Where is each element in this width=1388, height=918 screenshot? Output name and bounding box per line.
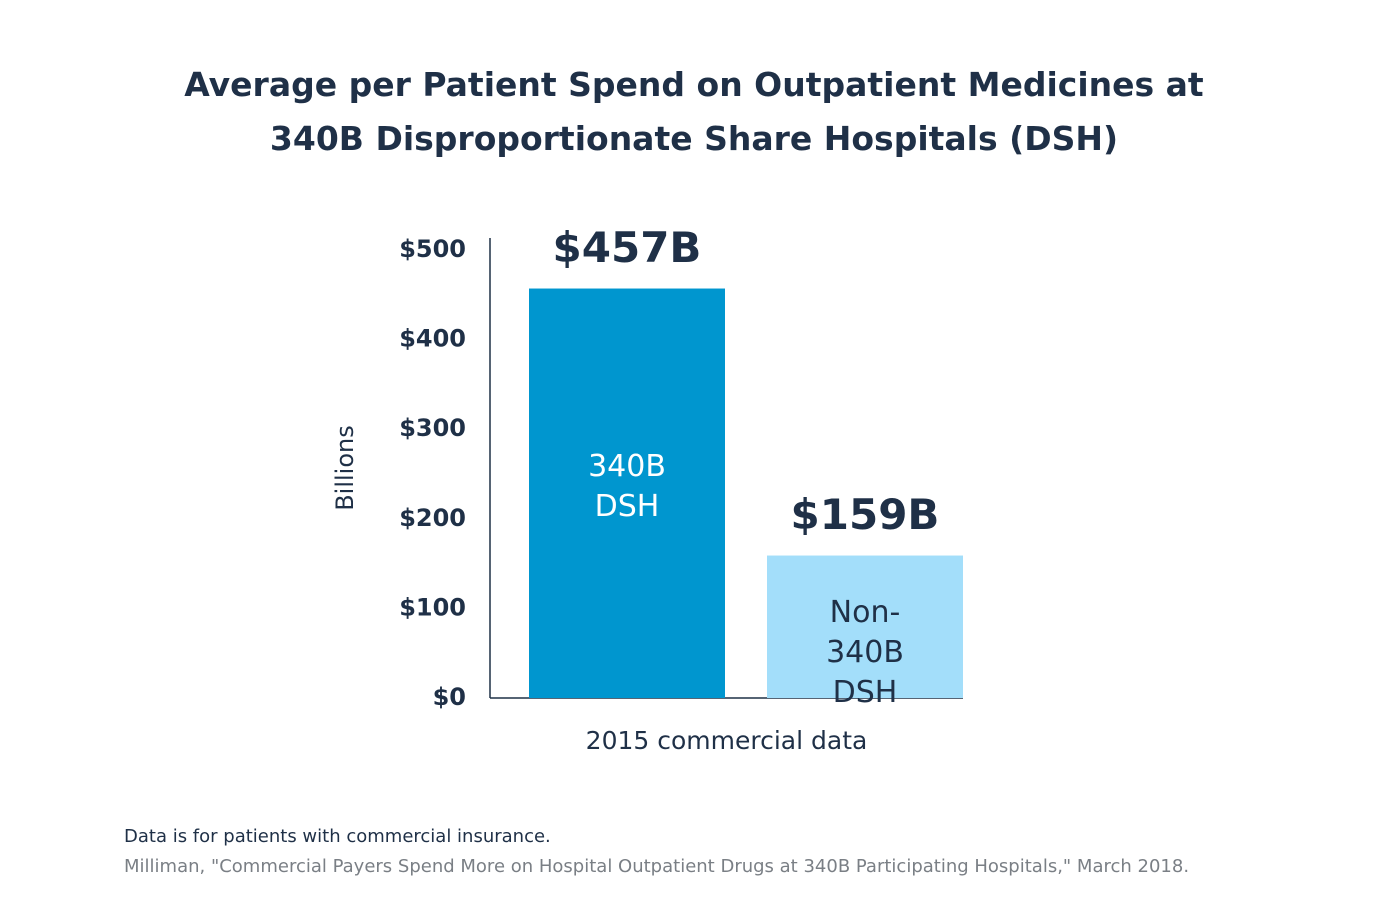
chart-title: Average per Patient Spend on Outpatient … (184, 65, 1204, 158)
category-label: 340B DSH (588, 449, 666, 525)
bar (529, 288, 725, 698)
x-axis-label: 2015 commercial data (585, 726, 868, 755)
note: Data is for patients with commercial ins… (124, 826, 551, 847)
y-tick-label: $400 (399, 325, 466, 353)
value-label: $457B (553, 223, 702, 272)
bar (767, 555, 963, 698)
y-tick-label: $100 (399, 593, 466, 621)
y-axis-label: Billions (331, 425, 359, 511)
value-label: $159B (791, 490, 940, 539)
y-tick-label: $300 (399, 414, 466, 442)
y-tick-label: $500 (399, 235, 466, 263)
source: Milliman, "Commercial Payers Spend More … (124, 856, 1190, 877)
y-tick-label: $0 (433, 683, 466, 711)
category-label: Non-340B DSH (826, 594, 904, 710)
y-tick-label: $200 (399, 504, 466, 532)
